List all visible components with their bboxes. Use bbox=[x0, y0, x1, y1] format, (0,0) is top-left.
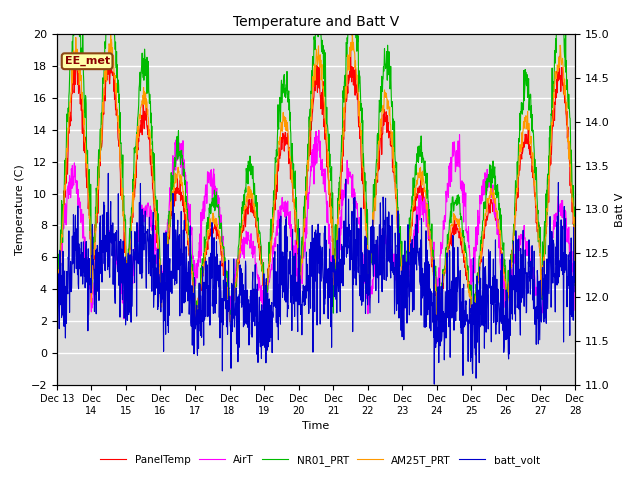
Line: AirT: AirT bbox=[57, 130, 575, 323]
batt_volt bbox=[115, 191, 122, 197]
Line: AM25T_PRT: AM25T_PRT bbox=[57, 35, 575, 325]
PanelTemp bbox=[347, 42, 355, 48]
NR01_PRT bbox=[294, 234, 301, 240]
PanelTemp bbox=[293, 245, 301, 251]
PanelTemp bbox=[93, 220, 100, 226]
NR01_PRT bbox=[273, 136, 281, 142]
NR01_PRT bbox=[349, 33, 356, 38]
AM25T_PRT bbox=[349, 32, 356, 37]
AirT bbox=[399, 320, 406, 326]
AM25T_PRT bbox=[348, 48, 355, 53]
PanelTemp bbox=[53, 296, 61, 302]
NR01_PRT bbox=[93, 209, 101, 215]
NR01_PRT bbox=[571, 283, 579, 288]
Line: batt_volt: batt_volt bbox=[57, 173, 575, 384]
Legend: PanelTemp, AirT, NR01_PRT, AM25T_PRT, batt_volt: PanelTemp, AirT, NR01_PRT, AM25T_PRT, ba… bbox=[96, 451, 544, 470]
Title: Temperature and Batt V: Temperature and Batt V bbox=[233, 15, 399, 29]
AirT bbox=[93, 277, 100, 283]
batt_volt bbox=[93, 273, 100, 279]
Line: NR01_PRT: NR01_PRT bbox=[57, 35, 575, 324]
NR01_PRT bbox=[53, 293, 61, 299]
AirT bbox=[315, 127, 323, 133]
AM25T_PRT bbox=[114, 113, 122, 119]
batt_volt bbox=[273, 290, 281, 296]
AirT bbox=[114, 266, 122, 272]
AM25T_PRT bbox=[273, 171, 280, 177]
AM25T_PRT bbox=[93, 203, 100, 209]
Y-axis label: Batt V: Batt V bbox=[615, 192, 625, 227]
batt_volt bbox=[53, 299, 61, 304]
AM25T_PRT bbox=[468, 322, 476, 328]
PanelTemp bbox=[284, 131, 291, 136]
Line: PanelTemp: PanelTemp bbox=[57, 45, 575, 319]
PanelTemp bbox=[273, 173, 280, 179]
Text: EE_met: EE_met bbox=[65, 56, 109, 66]
AirT bbox=[273, 224, 280, 229]
NR01_PRT bbox=[69, 32, 77, 37]
AM25T_PRT bbox=[284, 120, 291, 125]
AirT bbox=[571, 307, 579, 313]
AirT bbox=[284, 209, 291, 215]
Y-axis label: Temperature (C): Temperature (C) bbox=[15, 164, 25, 255]
batt_volt bbox=[104, 170, 112, 176]
AirT bbox=[53, 269, 61, 275]
PanelTemp bbox=[571, 262, 579, 268]
batt_volt bbox=[571, 289, 579, 295]
batt_volt bbox=[293, 279, 301, 285]
AirT bbox=[293, 273, 301, 279]
batt_volt bbox=[284, 302, 292, 308]
X-axis label: Time: Time bbox=[302, 421, 330, 432]
PanelTemp bbox=[114, 134, 122, 140]
batt_volt bbox=[348, 208, 356, 214]
PanelTemp bbox=[348, 64, 356, 70]
AM25T_PRT bbox=[293, 232, 301, 238]
AM25T_PRT bbox=[53, 292, 61, 298]
AM25T_PRT bbox=[571, 280, 579, 286]
batt_volt bbox=[431, 381, 438, 387]
NR01_PRT bbox=[191, 321, 199, 326]
NR01_PRT bbox=[115, 77, 122, 83]
AirT bbox=[348, 194, 356, 200]
NR01_PRT bbox=[284, 99, 292, 105]
PanelTemp bbox=[433, 316, 441, 322]
